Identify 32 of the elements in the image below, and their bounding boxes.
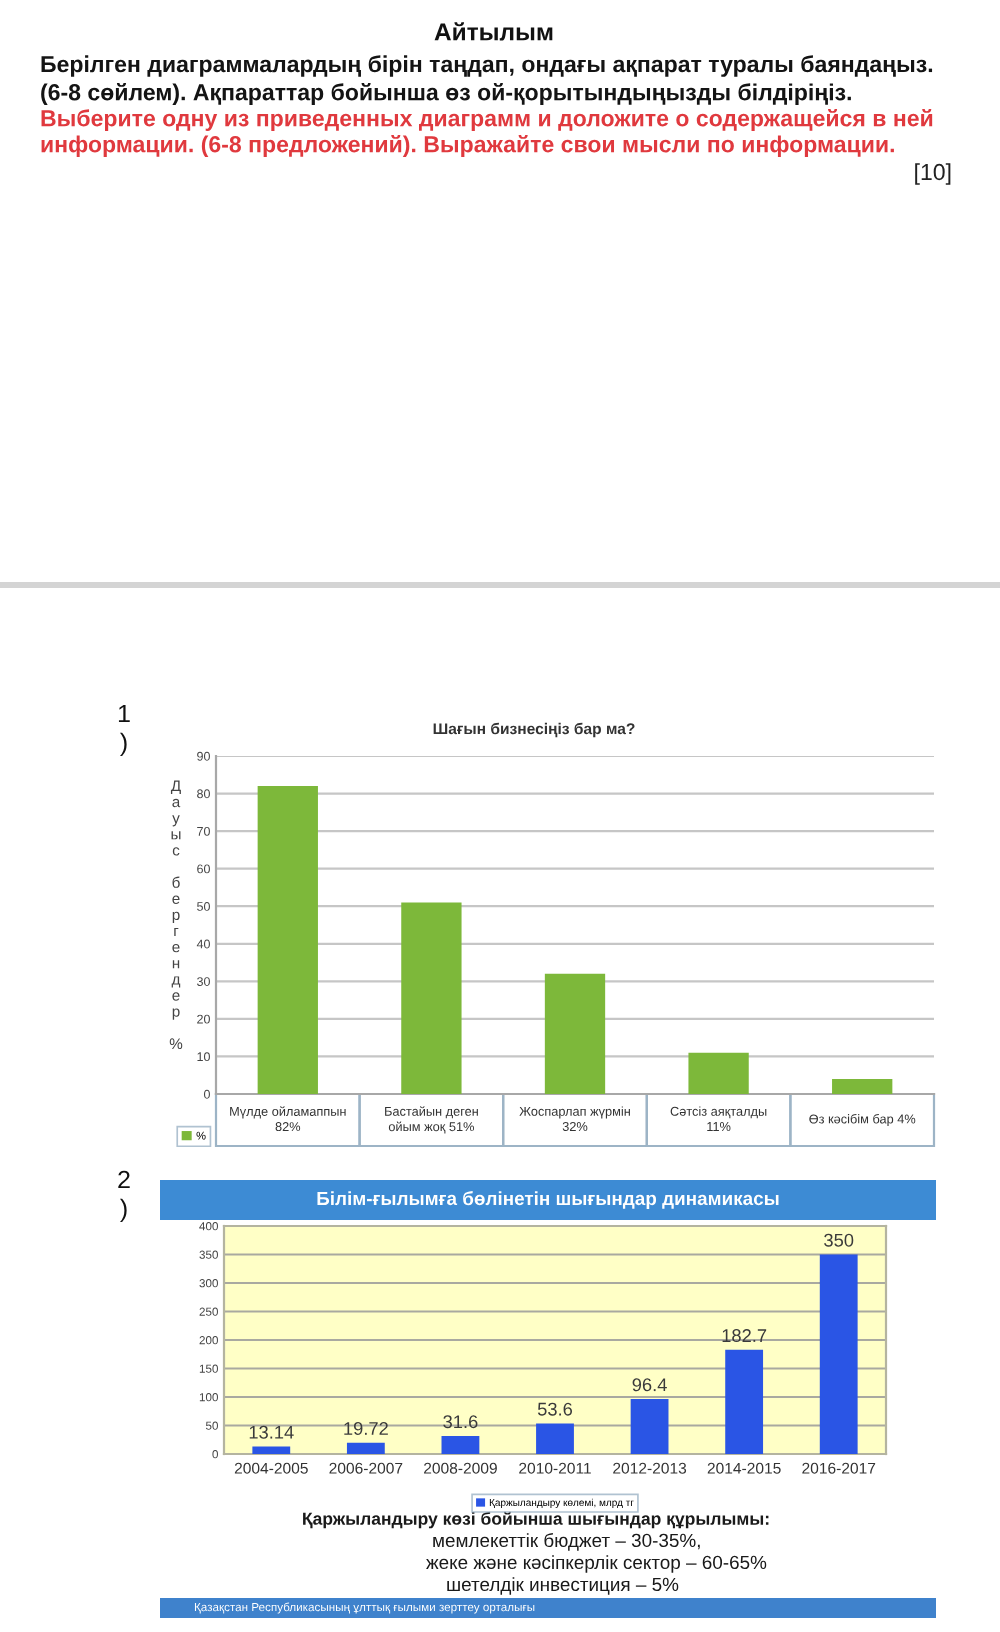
text: 1) — [118, 704, 130, 757]
bar — [725, 1349, 764, 1454]
text: Айтылым — [434, 22, 553, 41]
data-label: 53.6 — [537, 1402, 573, 1416]
data-label: 350 — [824, 1233, 854, 1247]
bar — [544, 973, 606, 1094]
text: информации. (6-8 предложений). Выражайте свои мысли по информации. — [41, 135, 894, 157]
text: (6-8 сөйлем). Ақпараттар бойынша өз ой-қорытындыңызды білдіріңіз. — [41, 83, 851, 105]
text: Выберите одну из приведенных диаграмм и доложите о содержащейся в ней — [41, 109, 933, 131]
bar — [536, 1423, 574, 1454]
bar — [819, 1254, 858, 1454]
bar — [441, 1435, 480, 1454]
data-label: 182.7 — [722, 1329, 767, 1343]
data-label: 19.72 — [344, 1421, 388, 1435]
bar — [630, 1399, 669, 1454]
bar — [252, 1446, 291, 1454]
text: мемлекеттік бюджет – 30-35%, — [433, 1533, 700, 1551]
text: шетелдік инвестиция – 5% — [447, 1577, 679, 1595]
bar — [346, 1442, 385, 1454]
data-label: 13.14 — [249, 1425, 294, 1439]
text: 2) — [118, 1170, 130, 1223]
chart-title: Білім-ғылымға бөлінетін шығындар динамикасы — [317, 1191, 779, 1209]
bar — [401, 902, 462, 1094]
data-label: 96.4 — [632, 1378, 667, 1392]
text: Қаржыландыру көзі бойынша шығындар құрылымы: — [303, 1511, 769, 1529]
text: Берілген диаграммалардың бірін таңдап, ондағы ақпарат туралы баяндаңыз. — [41, 55, 933, 77]
data-label: 31.6 — [443, 1415, 478, 1429]
bar — [832, 1078, 893, 1094]
text: [10] — [915, 163, 951, 185]
bar — [688, 1052, 749, 1094]
text: жеке және кәсіпкерлік сектор – 60-65% — [426, 1555, 767, 1573]
bar — [257, 786, 318, 1094]
